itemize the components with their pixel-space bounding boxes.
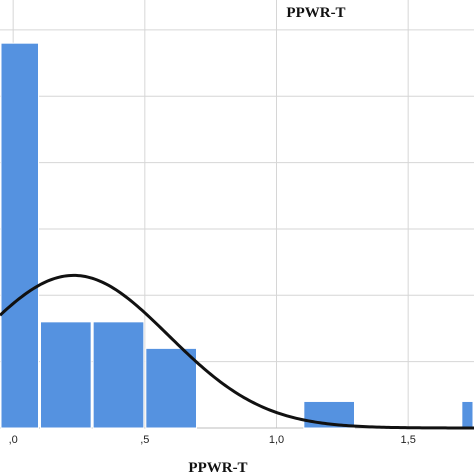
- histogram-bar: [92, 321, 145, 429]
- x-tick-label: ,0: [9, 434, 18, 446]
- normal-curve: [0, 273, 474, 430]
- bars-layer: [0, 42, 474, 429]
- x-tick-labels: ,0 ,5 1,0 1,5: [9, 434, 416, 446]
- x-tick-label: 1,0: [269, 434, 284, 446]
- x-tick-label: ,5: [140, 434, 149, 446]
- chart-title: PPWR-T: [286, 5, 345, 21]
- curve-layer: [0, 273, 474, 430]
- histogram-bar: [461, 400, 474, 429]
- x-axis-label: PPWR-T: [188, 460, 247, 474]
- histogram-bar: [0, 42, 39, 429]
- x-tick-label: 1,5: [401, 434, 416, 446]
- histogram-bar: [40, 321, 92, 429]
- histogram-bar: [145, 347, 197, 429]
